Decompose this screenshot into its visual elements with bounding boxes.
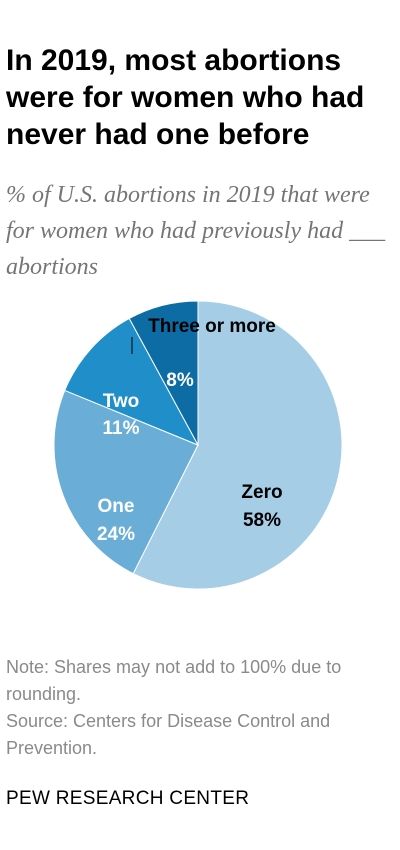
slice-label-one: One	[98, 496, 135, 517]
pie-chart: Zero 58% One 24% Two 11% Three or more 8%	[53, 300, 343, 590]
pie-slice-one	[53, 389, 199, 575]
slice-label-three-or-more: Three or more	[148, 316, 276, 337]
slice-value-one: 24%	[97, 524, 135, 545]
slice-label-two: Two	[103, 391, 140, 412]
slice-value-zero: 58%	[243, 510, 281, 531]
chart-title: In 2019, most abortions were for women w…	[6, 44, 365, 151]
pie-slice-three-or-more	[128, 300, 199, 446]
chart-source: Source: Centers for Disease Control and …	[6, 711, 331, 758]
pie-slice-two	[64, 317, 200, 446]
brand-label: PEW RESEARCH CENTER	[6, 788, 250, 809]
chart-subtitle: % of U.S. abortions in 2019 that were fo…	[6, 182, 386, 280]
slice-value-three-or-more: 8%	[166, 370, 194, 391]
chart-note: Note: Shares may not add to 100% due to …	[6, 657, 342, 704]
slice-value-two: 11%	[103, 418, 140, 439]
pie-slice-zero	[132, 300, 343, 590]
slice-label-zero: Zero	[241, 482, 282, 503]
